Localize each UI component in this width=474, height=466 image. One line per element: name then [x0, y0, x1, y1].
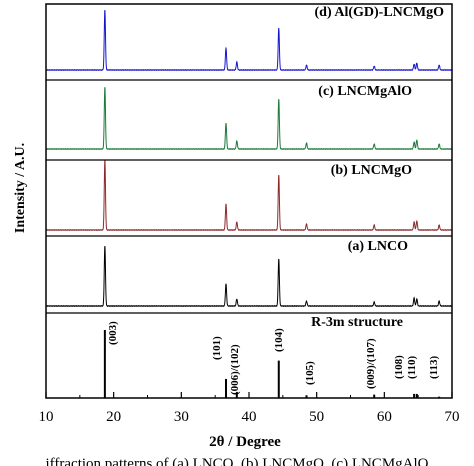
x-tick-label: 40 — [242, 409, 257, 425]
hkl-label: (105) — [304, 361, 316, 385]
hkl-label: (110) — [406, 355, 418, 379]
series-label: (b) LNCMgO — [331, 163, 412, 178]
series-label: (c) LNCMgAlO — [318, 84, 412, 99]
reference-title: R-3m structure — [311, 315, 403, 330]
hkl-label: (006)/(102) — [229, 344, 241, 395]
x-tick-label: 70 — [445, 409, 460, 425]
x-tick-label: 20 — [106, 409, 121, 425]
reference-pattern: R-3m structure (003) (101) (006)/(102) (104)… — [103, 315, 441, 398]
hkl-label: (104) — [273, 328, 285, 352]
pattern-line — [45, 160, 453, 232]
hkl-label: (113) — [428, 355, 440, 379]
diffraction-patterns: (d) Al(GD)-LNCMgO (c) LNCMgAlO (b) LNCMgO (… — [45, 5, 453, 308]
pattern-line — [45, 9, 453, 72]
x-tick-label: 30 — [174, 409, 189, 425]
x-tick-label: 10 — [39, 409, 54, 425]
x-tick-label: 50 — [309, 409, 324, 425]
x-axis: 10 20 30 40 50 60 70 — [39, 392, 460, 425]
hkl-label: (003) — [107, 321, 119, 345]
pattern-line — [45, 245, 453, 308]
x-tick-label: 60 — [377, 409, 392, 425]
pattern-line — [45, 87, 453, 151]
hkl-label: (101) — [211, 336, 223, 360]
series-label: (d) Al(GD)-LNCMgO — [315, 5, 445, 20]
figure-caption: iffraction patterns of (a) LNCO, (b) LNC… — [45, 456, 429, 466]
x-axis-label: 2θ / Degree — [209, 434, 281, 450]
hkl-label: (108) — [393, 355, 405, 379]
series-label: (a) LNCO — [348, 239, 408, 254]
y-axis-label: Intensity / A.U. — [13, 143, 28, 233]
hkl-label: (009)/(107) — [365, 338, 377, 389]
